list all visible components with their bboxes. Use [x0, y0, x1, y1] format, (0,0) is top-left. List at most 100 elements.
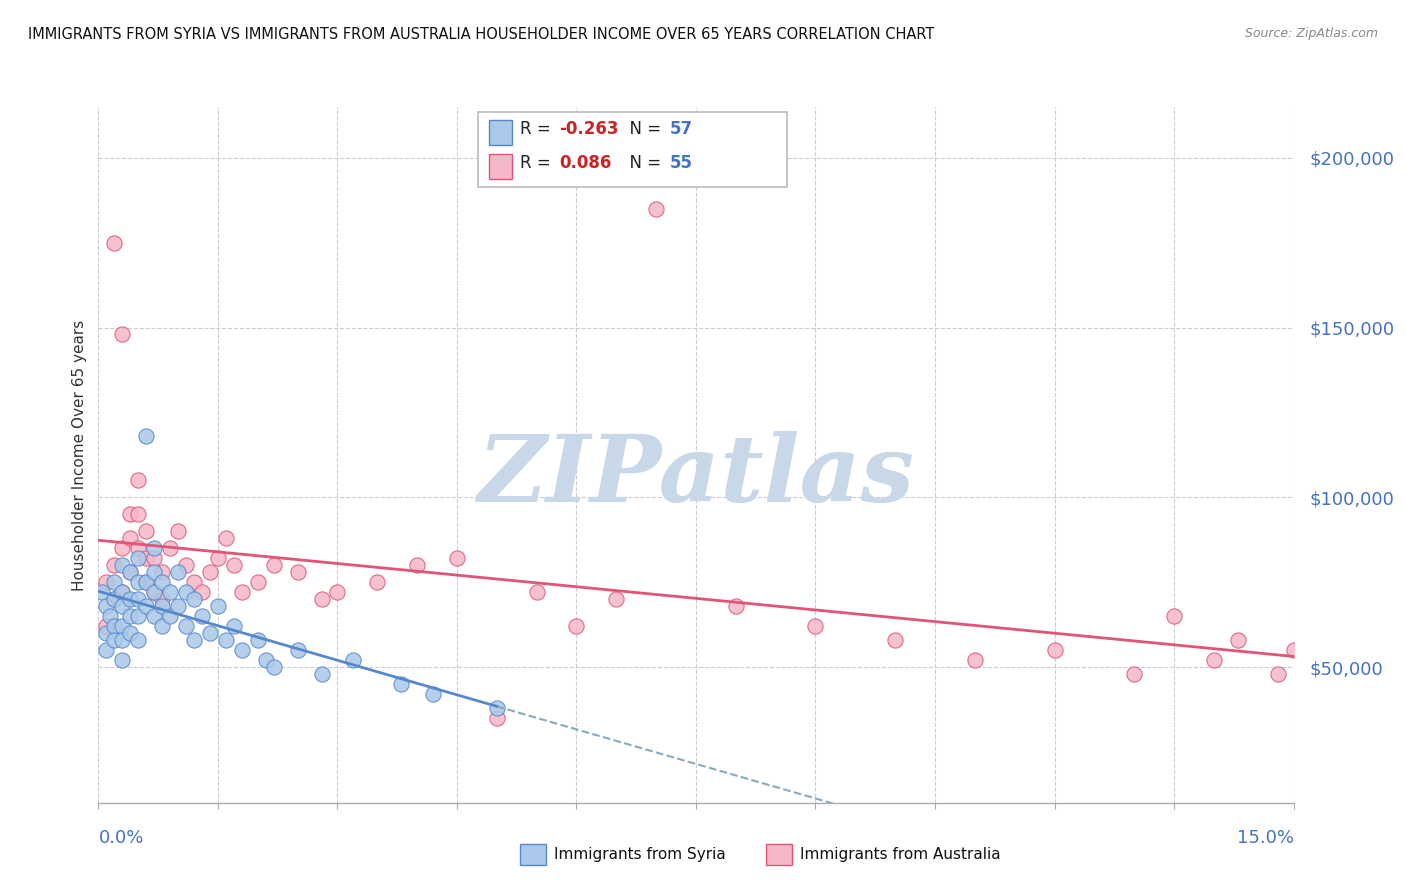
Point: [127, 474, 149, 488]
Point: [246, 575, 269, 590]
Point: [198, 626, 221, 640]
Text: ZIPatlas: ZIPatlas: [478, 431, 914, 521]
Point: [96, 626, 118, 640]
Point: [366, 575, 388, 590]
Point: [1202, 653, 1225, 667]
Text: Immigrants from Syria: Immigrants from Syria: [554, 847, 725, 862]
Point: [231, 585, 253, 599]
Point: [263, 558, 285, 573]
Point: [150, 592, 173, 607]
Point: [150, 565, 173, 579]
Point: [1226, 632, 1249, 647]
Point: [565, 619, 588, 633]
Point: [804, 619, 827, 633]
Point: [167, 524, 190, 539]
Point: [183, 592, 205, 607]
Point: [111, 558, 134, 573]
Point: [143, 551, 166, 566]
Point: [111, 599, 134, 613]
Point: [406, 558, 429, 573]
Point: [342, 653, 364, 667]
Point: [1123, 666, 1146, 681]
Point: [111, 653, 134, 667]
Point: [111, 585, 134, 599]
Point: [326, 585, 349, 599]
Point: [207, 551, 229, 566]
Point: [143, 585, 166, 599]
Point: [103, 619, 125, 633]
Point: [96, 619, 118, 633]
Point: [246, 632, 269, 647]
Point: [127, 575, 149, 590]
Point: [1163, 609, 1185, 624]
Text: 0.0%: 0.0%: [98, 830, 143, 847]
Point: [103, 575, 125, 590]
Text: 15.0%: 15.0%: [1236, 830, 1294, 847]
Point: [143, 541, 166, 556]
Point: [127, 592, 149, 607]
Point: [111, 632, 134, 647]
Point: [263, 660, 285, 674]
Point: [98, 609, 122, 624]
Point: [103, 558, 125, 573]
Point: [120, 508, 142, 522]
Point: [167, 599, 190, 613]
Text: 0.086: 0.086: [560, 154, 612, 172]
Point: [485, 711, 508, 725]
Point: [174, 585, 197, 599]
Point: [96, 599, 118, 613]
Point: [127, 632, 149, 647]
Point: [231, 643, 253, 657]
Point: [159, 585, 181, 599]
Text: -0.263: -0.263: [560, 120, 619, 138]
Point: [103, 592, 125, 607]
Point: [91, 585, 114, 599]
Point: [135, 429, 157, 443]
Point: [222, 619, 245, 633]
Y-axis label: Householder Income Over 65 years: Householder Income Over 65 years: [72, 319, 87, 591]
Point: [111, 619, 134, 633]
Point: [120, 592, 142, 607]
Point: [1267, 666, 1289, 681]
Point: [1043, 643, 1066, 657]
Point: [207, 599, 229, 613]
Point: [311, 592, 333, 607]
Point: [135, 575, 157, 590]
Point: [1282, 643, 1305, 657]
Point: [191, 609, 214, 624]
Point: [963, 653, 986, 667]
Point: [111, 585, 134, 599]
Point: [167, 565, 190, 579]
Point: [215, 531, 238, 545]
Point: [143, 609, 166, 624]
Point: [183, 575, 205, 590]
Point: [645, 202, 668, 216]
Point: [135, 551, 157, 566]
Point: [485, 700, 508, 714]
Point: [389, 677, 412, 691]
Point: [135, 575, 157, 590]
Point: [183, 632, 205, 647]
Text: N =: N =: [619, 120, 666, 138]
Point: [159, 541, 181, 556]
Point: [174, 619, 197, 633]
Point: [446, 551, 468, 566]
Point: [103, 235, 125, 250]
Point: [222, 558, 245, 573]
Point: [422, 687, 444, 701]
Text: 55: 55: [669, 154, 692, 172]
Point: [287, 643, 309, 657]
Point: [103, 592, 125, 607]
Point: [174, 558, 197, 573]
Point: [143, 565, 166, 579]
Point: [150, 575, 173, 590]
Point: [311, 666, 333, 681]
Point: [215, 632, 238, 647]
Point: [127, 541, 149, 556]
Point: [254, 653, 277, 667]
Text: R =: R =: [520, 154, 557, 172]
Point: [120, 626, 142, 640]
Point: [159, 609, 181, 624]
Point: [150, 619, 173, 633]
Text: Source: ZipAtlas.com: Source: ZipAtlas.com: [1244, 27, 1378, 40]
